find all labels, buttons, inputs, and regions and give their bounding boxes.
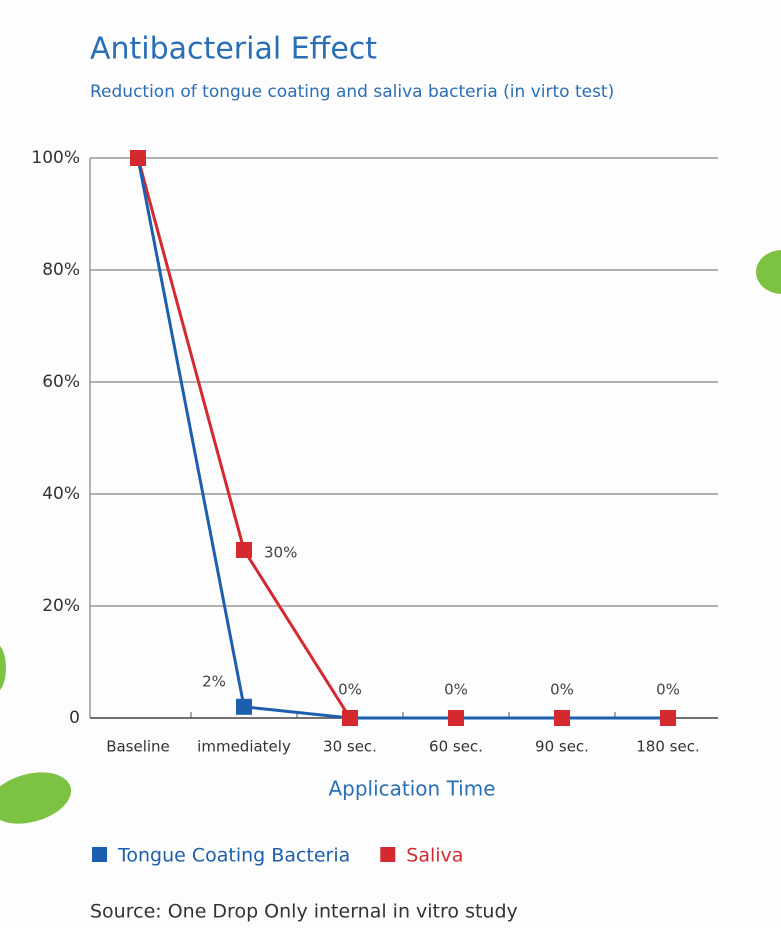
leaf-decoration (0, 646, 6, 690)
x-tick-label: 30 sec. (323, 738, 377, 756)
marker (660, 710, 676, 726)
legend-swatch (92, 847, 107, 862)
value-label: 0% (444, 681, 468, 699)
leaf-decoration (756, 250, 781, 294)
y-tick-label: 100% (31, 148, 80, 168)
chart-subtitle: Reduction of tongue coating and saliva b… (90, 82, 614, 102)
x-tick-label: Baseline (106, 738, 170, 756)
source-note: Source: One Drop Only internal in vitro … (90, 901, 518, 923)
x-axis-label: Application Time (328, 777, 495, 801)
marker (236, 698, 252, 715)
marker (554, 710, 570, 726)
series-line (136, 157, 668, 720)
chart-title: Antibacterial Effect (90, 32, 377, 67)
y-tick-label: 80% (42, 260, 80, 280)
value-label: 2% (202, 672, 226, 690)
legend-label: Saliva (406, 845, 463, 867)
marker (130, 150, 146, 166)
value-label: 0% (656, 681, 680, 699)
legend-swatch (380, 847, 396, 862)
value-label: 0% (338, 681, 362, 699)
marker (448, 710, 464, 726)
x-tick-label: 90 sec. (535, 738, 589, 756)
y-tick-label: 40% (42, 484, 80, 504)
value-label: 30% (264, 544, 297, 562)
y-tick-label: 20% (42, 596, 80, 616)
value-label: 0% (550, 681, 574, 699)
y-tick-label: 0 (69, 708, 80, 728)
x-tick-label: immediately (197, 738, 291, 756)
x-tick-label: 180 sec. (636, 738, 699, 756)
x-tick-label: 60 sec. (429, 738, 483, 756)
y-tick-label: 60% (42, 372, 80, 392)
leaf-decoration (0, 772, 72, 824)
marker (342, 710, 358, 726)
legend-label: Tongue Coating Bacteria (117, 845, 350, 867)
marker (236, 542, 252, 558)
